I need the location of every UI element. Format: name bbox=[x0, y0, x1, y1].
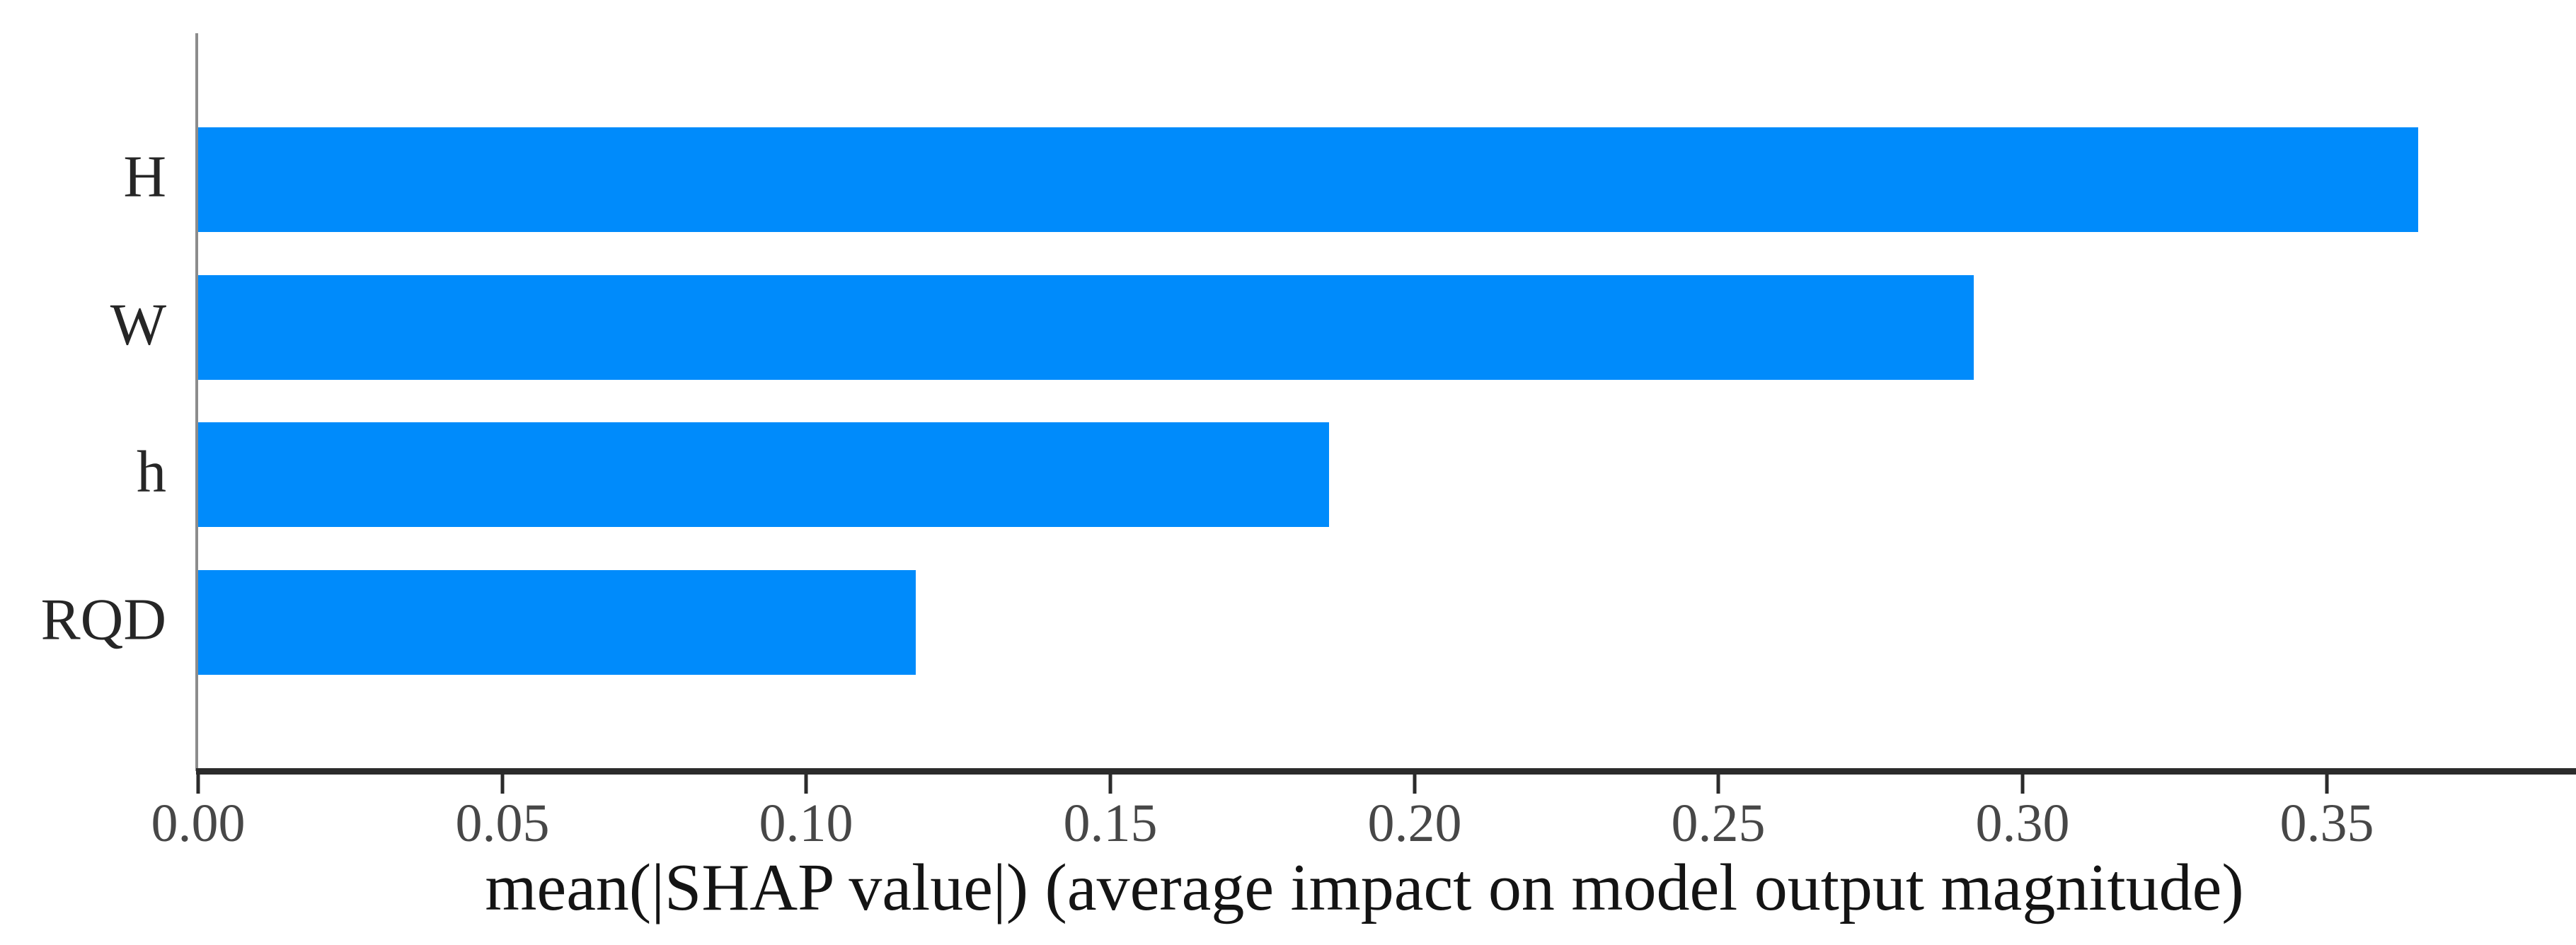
x-tick-label-0.10: 0.10 bbox=[759, 794, 853, 853]
x-axis-title: mean(|SHAP value|) (average impact on mo… bbox=[485, 851, 2244, 924]
x-tick-label-0.15: 0.15 bbox=[1063, 794, 1158, 853]
x-tick-mark-0.25 bbox=[1716, 772, 1720, 794]
x-tick-mark-0.05 bbox=[500, 772, 505, 794]
x-tick-mark-0.35 bbox=[2325, 772, 2329, 794]
bar-RQD bbox=[198, 570, 916, 675]
bar-H bbox=[198, 127, 2418, 232]
x-tick-label-0.35: 0.35 bbox=[2279, 794, 2374, 853]
x-tick-label-0.00: 0.00 bbox=[151, 794, 246, 853]
x-tick-label-0.20: 0.20 bbox=[1367, 794, 1462, 853]
y-tick-label-H: H bbox=[123, 144, 166, 210]
x-tick-label-0.05: 0.05 bbox=[455, 794, 550, 853]
x-tick-mark-0.10 bbox=[804, 772, 808, 794]
x-axis-line bbox=[196, 768, 2576, 775]
y-tick-label-RQD: RQD bbox=[40, 586, 166, 653]
y-tick-label-h: h bbox=[137, 439, 166, 505]
bar-h bbox=[198, 422, 1329, 527]
y-axis-line bbox=[195, 33, 198, 771]
x-tick-mark-0.20 bbox=[1413, 772, 1417, 794]
x-tick-label-0.25: 0.25 bbox=[1671, 794, 1766, 853]
x-tick-mark-0.15 bbox=[1108, 772, 1112, 794]
x-tick-label-0.30: 0.30 bbox=[1975, 794, 2070, 853]
x-tick-mark-0.30 bbox=[2020, 772, 2025, 794]
x-tick-mark-0.00 bbox=[196, 772, 200, 794]
bar-W bbox=[198, 275, 1974, 380]
y-tick-label-W: W bbox=[110, 291, 166, 358]
